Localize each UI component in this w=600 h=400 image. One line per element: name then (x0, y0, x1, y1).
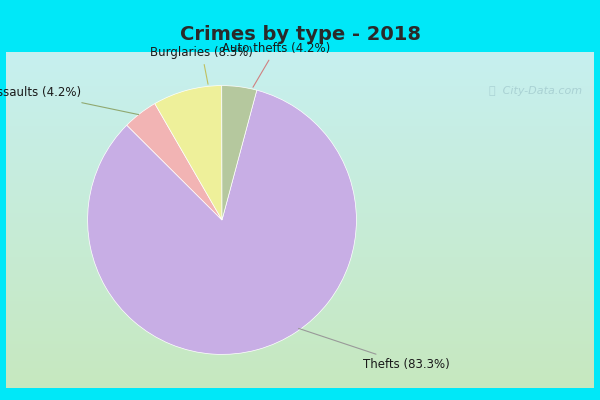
Wedge shape (155, 86, 222, 220)
Wedge shape (127, 104, 222, 220)
Text: ⓘ  City-Data.com: ⓘ City-Data.com (489, 86, 582, 96)
Text: Assaults (4.2%): Assaults (4.2%) (0, 86, 139, 114)
Text: Crimes by type - 2018: Crimes by type - 2018 (179, 24, 421, 44)
Wedge shape (222, 86, 257, 220)
Text: Thefts (83.3%): Thefts (83.3%) (299, 328, 450, 371)
Wedge shape (88, 90, 356, 354)
Text: Auto thefts (4.2%): Auto thefts (4.2%) (221, 42, 330, 87)
Text: Burglaries (8.3%): Burglaries (8.3%) (151, 46, 253, 84)
